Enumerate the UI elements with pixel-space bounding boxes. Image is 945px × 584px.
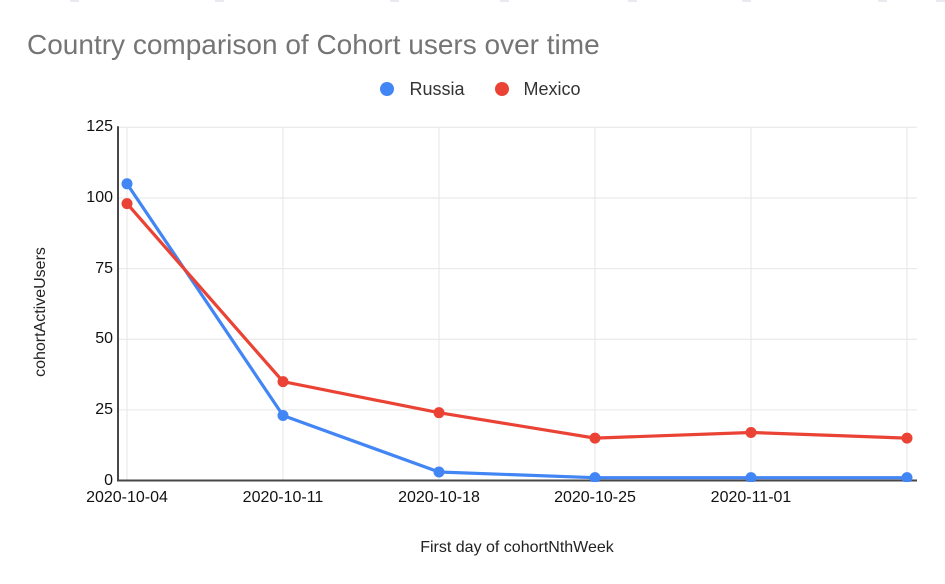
data-point [433, 407, 445, 419]
x-axis-title: First day of cohortNthWeek [420, 539, 614, 556]
data-point [433, 466, 445, 478]
legend-label: Russia [409, 79, 465, 99]
series-line [125, 182, 909, 480]
x-tick-label: 2020-10-18 [398, 489, 480, 506]
y-tick-label: 0 [104, 471, 113, 489]
x-tick-label: 2020-10-11 [242, 489, 324, 506]
legend-label: Mexico [523, 79, 581, 99]
horizontal-gridlines [118, 126, 917, 411]
vertical-gridlines [126, 127, 908, 481]
data-point [589, 432, 601, 444]
y-tick-label: 100 [86, 188, 113, 206]
chart-legend: Russia Mexico [8, 78, 945, 100]
data-point [121, 178, 133, 190]
data-point [901, 472, 913, 482]
legend-item-mexico: Mexico [494, 78, 581, 100]
series-russia [121, 178, 913, 482]
chart-title: Country comparison of Cohort users over … [27, 29, 600, 60]
y-tick-label: 25 [95, 400, 113, 418]
legend-dot-icon [494, 82, 509, 96]
x-tick-label: 2020-11-01 [710, 489, 792, 506]
y-tick-label: 50 [95, 330, 113, 348]
data-point [277, 376, 289, 388]
data-point [745, 472, 757, 482]
data-point [589, 472, 601, 482]
x-tick-label: 2020-10-04 [86, 489, 168, 506]
data-point [745, 426, 757, 438]
series-line [125, 201, 909, 440]
x-tick-label: 2020-10-25 [554, 489, 636, 506]
data-point [277, 410, 289, 422]
legend-dot-icon [380, 82, 395, 96]
series-mexico [121, 198, 913, 444]
legend-item-russia: Russia [380, 78, 465, 100]
y-tick-label: 75 [95, 259, 113, 277]
y-tick-label: 125 [86, 118, 113, 136]
data-point [121, 198, 133, 210]
data-point [901, 432, 913, 444]
